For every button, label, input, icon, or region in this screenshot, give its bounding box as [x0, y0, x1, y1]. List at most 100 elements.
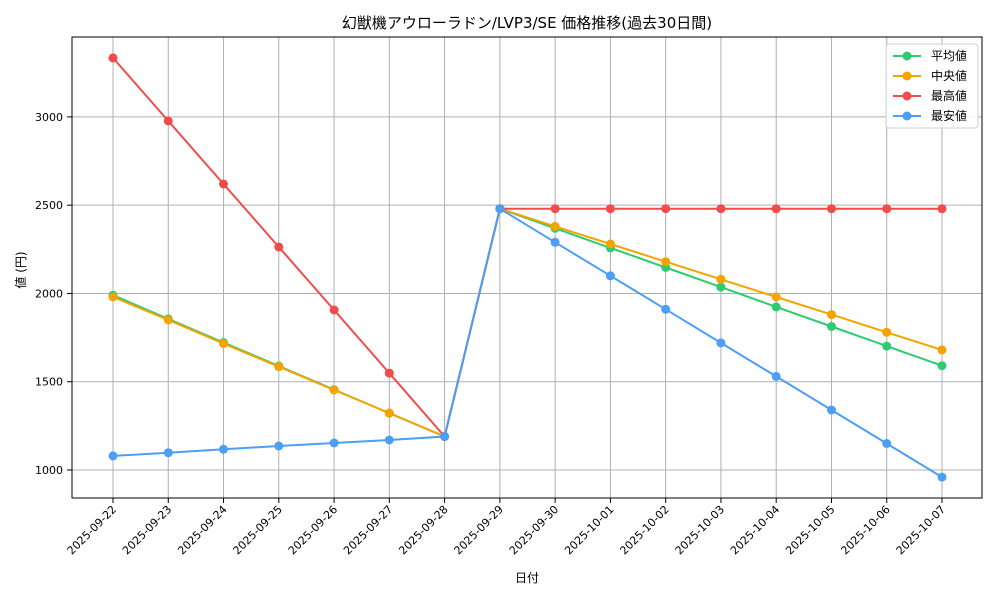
series-line — [112, 57, 942, 439]
y-axis-label: 値 (円) — [13, 251, 28, 288]
data-point — [163, 116, 173, 126]
data-point — [882, 327, 892, 337]
data-point — [827, 204, 836, 214]
data-point — [937, 204, 947, 214]
data-point — [716, 338, 726, 348]
data-point — [108, 292, 118, 302]
data-point — [771, 371, 781, 381]
legend-item: 中央値 — [893, 68, 967, 83]
y-tick-label: 2500 — [35, 199, 63, 212]
data-point — [274, 362, 284, 372]
legend-box — [885, 43, 979, 129]
x-tick-label: 2025-10-02 — [617, 503, 671, 557]
x-tick-label: 2025-09-26 — [286, 503, 340, 557]
series-0 — [108, 204, 947, 441]
x-tick-label: 2025-10-06 — [838, 503, 892, 557]
data-point — [550, 204, 560, 214]
data-point — [163, 315, 173, 325]
data-point — [108, 451, 118, 461]
x-tick-label: 2025-09-25 — [231, 503, 285, 557]
legend-marker-icon — [902, 71, 912, 81]
data-point — [771, 292, 781, 302]
data-point — [329, 438, 339, 448]
legend-item: 最高値 — [893, 88, 967, 103]
data-point — [329, 305, 339, 315]
x-tick-label: 2025-09-27 — [341, 503, 395, 557]
series-3 — [108, 204, 947, 482]
x-tick-label: 2025-09-23 — [120, 503, 174, 557]
data-point — [274, 242, 284, 252]
legend-item: 最安値 — [893, 108, 967, 123]
data-point — [937, 361, 947, 371]
data-point — [827, 322, 836, 331]
series-line — [112, 207, 943, 478]
data-point — [495, 204, 505, 214]
legend-item: 平均値 — [893, 48, 967, 63]
grid-lines — [72, 37, 982, 498]
data-point — [550, 221, 560, 231]
data-point — [716, 204, 726, 214]
data-point — [661, 304, 671, 314]
legend-marker-icon — [902, 111, 912, 121]
data-point — [108, 53, 118, 63]
data-point — [771, 204, 781, 214]
data-point — [827, 310, 836, 320]
x-tick-label: 2025-10-01 — [562, 503, 616, 557]
data-point — [384, 435, 394, 445]
plot-frame — [71, 36, 983, 499]
data-point — [827, 405, 836, 415]
data-point — [163, 448, 173, 458]
legend-label: 最安値 — [931, 108, 967, 123]
data-point — [219, 444, 228, 454]
data-point — [384, 408, 394, 418]
y-tick-label: 1000 — [35, 464, 63, 477]
data-point — [440, 432, 450, 441]
legend-label: 平均値 — [931, 48, 967, 63]
y-tick-label: 2000 — [35, 287, 63, 300]
x-tick-label: 2025-09-30 — [507, 503, 561, 557]
data-point — [937, 345, 947, 355]
data-point — [882, 439, 892, 448]
legend-label: 中央値 — [931, 68, 967, 83]
x-tick-label: 2025-09-22 — [65, 503, 119, 557]
data-point — [219, 339, 228, 349]
series-lines — [108, 53, 947, 482]
x-axis-ticks: 2025-09-22 2025-09-23 2025-09-24 2025-09-25… — [65, 498, 948, 557]
y-tick-label: 3000 — [35, 111, 63, 124]
data-point — [937, 472, 947, 482]
data-point — [882, 341, 892, 351]
data-point — [661, 204, 671, 214]
data-point — [605, 204, 615, 214]
data-point — [716, 282, 726, 292]
x-tick-label: 2025-10-07 — [894, 503, 948, 557]
x-tick-label: 2025-09-28 — [396, 503, 450, 557]
data-point — [661, 257, 671, 267]
data-point — [605, 239, 615, 249]
x-tick-label: 2025-10-04 — [728, 503, 782, 557]
data-point — [550, 237, 560, 247]
series-2 — [108, 53, 947, 441]
data-point — [716, 274, 726, 284]
x-tick-label: 2025-10-03 — [673, 503, 727, 557]
legend-marker-icon — [902, 51, 912, 61]
legend-marker-icon — [902, 91, 912, 101]
data-point — [219, 179, 228, 189]
legend-label: 最高値 — [931, 88, 967, 103]
series-line — [112, 207, 943, 438]
chart-title: 幻獣機アウローラドン/LVP3/SE 価格推移(過去30日間) — [342, 14, 712, 32]
y-axis-ticks: 1000 1500 2000 2500 3000 — [35, 111, 72, 477]
x-tick-label: 2025-10-05 — [783, 503, 837, 557]
data-point — [605, 271, 615, 281]
x-tick-label: 2025-09-24 — [175, 503, 229, 557]
data-point — [274, 441, 284, 451]
data-point — [384, 368, 394, 378]
x-tick-label: 2025-09-29 — [452, 503, 506, 557]
x-axis-label: 日付 — [515, 571, 539, 585]
series-1 — [108, 204, 947, 441]
y-tick-label: 1500 — [35, 376, 63, 389]
data-point — [329, 385, 339, 395]
data-point — [882, 204, 892, 214]
data-point — [771, 302, 781, 312]
